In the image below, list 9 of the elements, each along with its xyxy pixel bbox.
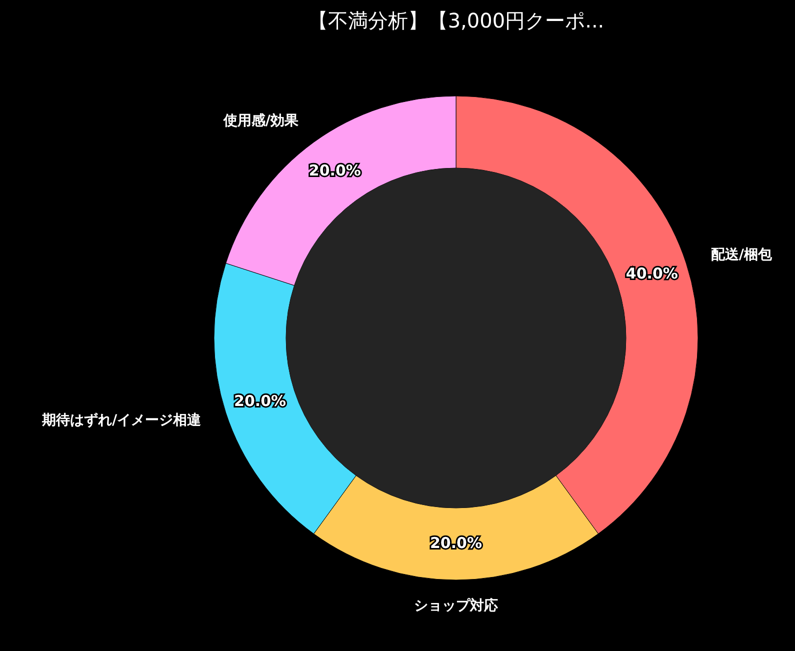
slice-label: 期待はずれ/イメージ相違 xyxy=(40,412,202,429)
chart-title: 【不満分析】【3,000円クーポ... xyxy=(308,8,604,32)
data-label: 20.0% xyxy=(430,534,482,552)
slice-label: 配送/梱包 xyxy=(710,247,773,264)
slice-label: 使用感/効果 xyxy=(222,113,300,130)
data-label: 40.0% xyxy=(626,264,678,282)
data-label: 20.0% xyxy=(308,161,361,180)
slice-label: ショップ対応 xyxy=(414,596,498,614)
data-label: 20.0% xyxy=(234,392,286,410)
